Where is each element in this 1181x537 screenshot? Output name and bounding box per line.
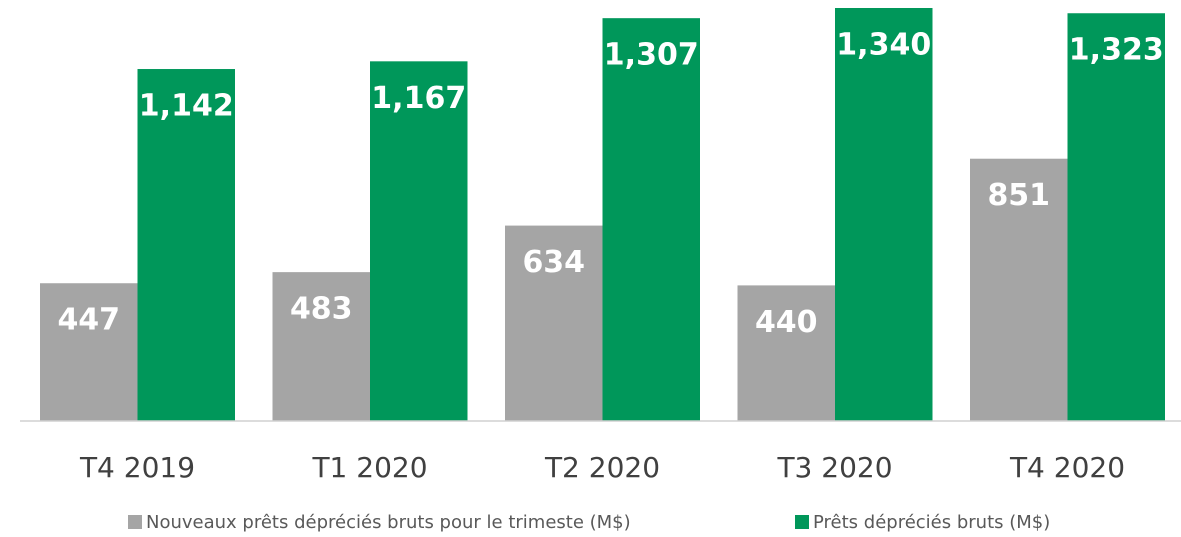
value-label: 1,340	[836, 28, 931, 63]
bar	[370, 61, 468, 421]
value-label: 1,142	[139, 89, 234, 124]
value-label: 634	[522, 245, 585, 280]
x-tick-label: T1 2020	[311, 451, 427, 484]
legend-swatch	[128, 515, 142, 529]
legend-swatch	[795, 515, 809, 529]
value-label: 1,307	[604, 38, 699, 73]
bar	[505, 225, 603, 421]
x-tick-label: T4 2019	[79, 451, 195, 484]
legend-label: Nouveaux prêts dépréciés bruts pour le t…	[146, 512, 631, 533]
x-tick-label: T4 2020	[1009, 451, 1125, 484]
bar	[137, 69, 235, 421]
bar	[272, 272, 370, 421]
value-label: 1,323	[1069, 33, 1164, 68]
value-label: 851	[987, 178, 1050, 213]
value-label: 447	[57, 303, 120, 338]
legend-label: Prêts dépréciés bruts (M$)	[813, 512, 1050, 533]
value-label: 1,167	[371, 81, 466, 116]
bar	[737, 285, 835, 421]
x-tick-label: T3 2020	[776, 451, 892, 484]
value-label: 440	[755, 305, 818, 340]
bar	[40, 283, 138, 421]
x-tick-label: T2 2020	[544, 451, 660, 484]
bar	[835, 8, 933, 421]
value-label: 483	[290, 292, 353, 327]
bar	[970, 158, 1068, 421]
bar	[1067, 13, 1165, 421]
bar	[602, 18, 700, 421]
